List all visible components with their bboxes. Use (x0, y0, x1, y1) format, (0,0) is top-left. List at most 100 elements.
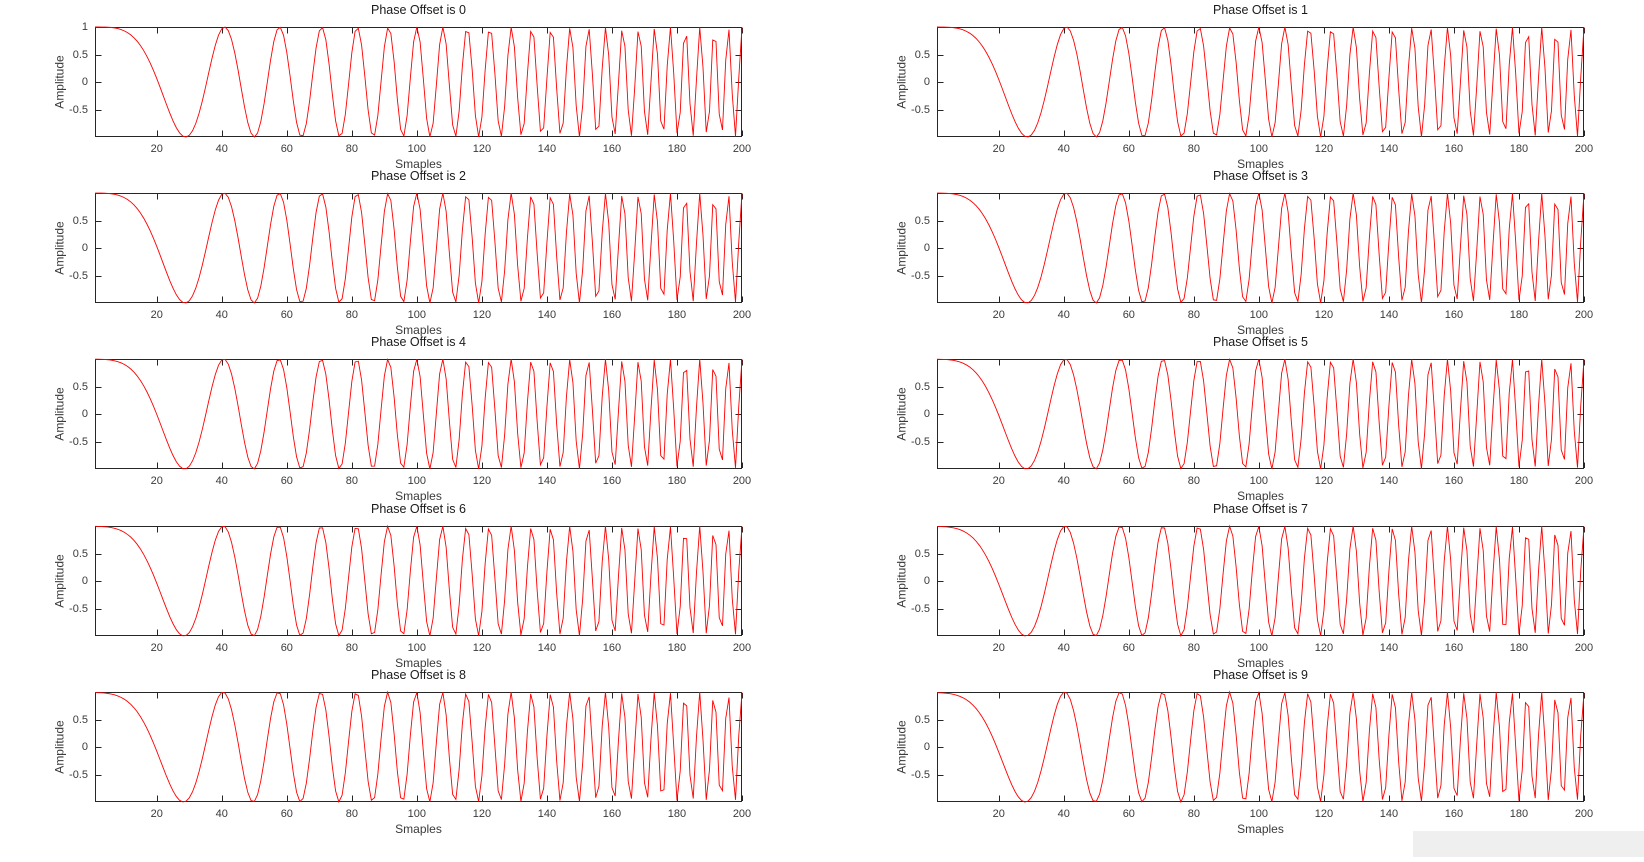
signal-line (94, 357, 743, 470)
y-tick-label: -0.5 (69, 103, 88, 116)
y-tick-label: 0 (923, 408, 930, 420)
x-tick-label: 60 (1122, 808, 1135, 820)
signal-line (94, 690, 743, 804)
y-tick-label: 0.5 (72, 380, 88, 393)
x-tick-label: 100 (1249, 808, 1269, 820)
subplot-title: Phase Offset is 8 (371, 668, 466, 682)
x-tick-label: 160 (1444, 309, 1464, 321)
y-tick-label: 0 (923, 242, 930, 254)
signal-line (94, 524, 743, 637)
subplot-title: Phase Offset is 4 (371, 335, 466, 349)
x-tick-label: 60 (280, 808, 293, 820)
x-tick-label: 140 (537, 143, 557, 155)
x-tick-label: 20 (992, 309, 1005, 321)
x-tick-label: 100 (407, 642, 427, 654)
y-tick-label: -0.5 (69, 269, 88, 282)
x-tick-label: 20 (992, 808, 1005, 820)
axis-frame (95, 27, 742, 137)
x-axis-label: Smaples (1237, 656, 1284, 670)
x-tick-label: 120 (472, 475, 492, 487)
x-tick-label: 40 (215, 475, 228, 487)
y-tick-label: 1 (81, 21, 88, 33)
axis-frame (95, 692, 742, 802)
x-tick-label: 180 (667, 642, 687, 654)
x-tick-label: 120 (1314, 309, 1334, 321)
x-tick-label: 40 (1057, 309, 1070, 321)
x-tick-label: 100 (1249, 309, 1269, 321)
x-axis-label: Smaples (395, 822, 442, 836)
x-tick-label: 140 (1379, 808, 1399, 820)
x-tick-label: 40 (1057, 642, 1070, 654)
subplot-title: Phase Offset is 2 (371, 169, 466, 183)
axis-frame (95, 526, 742, 636)
x-tick-label: 180 (1509, 808, 1529, 820)
x-axis-label: Smaples (395, 656, 442, 670)
subplot-phase-offset-8: Phase Offset is 8 Amplitude Smaples 0.5 0 -0.… (53, 668, 751, 836)
signal-line (936, 26, 1585, 138)
axis-frame (937, 193, 1584, 303)
x-tick-label: 80 (1187, 309, 1200, 321)
x-tick-label: 60 (280, 642, 293, 654)
x-tick-label: 60 (280, 143, 293, 155)
subplot-phase-offset-7: Phase Offset is 7 Amplitude Smaples 0.5 0 -0.… (895, 502, 1593, 670)
x-tick-label: 40 (1057, 475, 1070, 487)
subplot-title: Phase Offset is 1 (1213, 3, 1308, 17)
subplot-title: Phase Offset is 0 (371, 3, 466, 17)
x-tick-label: 20 (150, 143, 163, 155)
x-tick-label: 120 (472, 642, 492, 654)
y-tick-label: 0 (81, 242, 88, 254)
x-tick-label: 160 (1444, 808, 1464, 820)
plot-area (936, 524, 1585, 637)
plot-area (936, 357, 1585, 470)
x-tick-label: 20 (150, 475, 163, 487)
x-tick-label: 20 (150, 309, 163, 321)
plot-area (94, 690, 743, 804)
x-tick-label: 160 (1444, 143, 1464, 155)
x-axis-label: Smaples (1237, 822, 1284, 836)
axis-frame (95, 359, 742, 469)
x-tick-label: 20 (150, 808, 163, 820)
x-tick-label: 160 (602, 475, 622, 487)
axis-frame (95, 193, 742, 303)
y-tick-label: 0.5 (72, 547, 88, 560)
x-tick-label: 200 (1574, 475, 1594, 487)
plot-area (936, 192, 1585, 304)
x-axis-label: Smaples (395, 157, 442, 171)
x-tick-label: 60 (280, 309, 293, 321)
x-tick-label: 20 (992, 475, 1005, 487)
x-tick-label: 200 (732, 808, 752, 820)
axis-frame (937, 692, 1584, 802)
plot-area (936, 26, 1585, 138)
y-tick-label: 0.5 (914, 214, 930, 227)
x-tick-label: 160 (602, 642, 622, 654)
x-tick-label: 20 (992, 642, 1005, 654)
y-tick-label: -0.5 (911, 103, 930, 116)
plot-area (936, 690, 1585, 804)
x-tick-label: 120 (472, 143, 492, 155)
x-tick-label: 20 (992, 143, 1005, 155)
x-tick-label: 160 (602, 309, 622, 321)
y-tick-label: -0.5 (911, 768, 930, 781)
subplot-phase-offset-6: Phase Offset is 6 Amplitude Smaples 0.5 0 -0.… (53, 502, 751, 670)
x-tick-label: 180 (667, 475, 687, 487)
subplot-phase-offset-4: Phase Offset is 4 Amplitude Smaples 0.5 0 -0.… (53, 335, 751, 503)
y-tick-label: -0.5 (911, 435, 930, 448)
y-tick-label: 0 (923, 741, 930, 753)
x-tick-label: 60 (1122, 143, 1135, 155)
subplot-phase-offset-0: Phase Offset is 0 Amplitude Smaples 1 0.5 0 -0… (53, 3, 751, 171)
x-tick-label: 180 (667, 309, 687, 321)
x-tick-label: 40 (1057, 808, 1070, 820)
y-tick-label: 0 (923, 76, 930, 88)
signal-line (936, 357, 1585, 470)
x-tick-label: 40 (1057, 143, 1070, 155)
x-axis-label: Smaples (395, 489, 442, 503)
x-tick-label: 40 (215, 808, 228, 820)
subplot-title: Phase Offset is 5 (1213, 335, 1308, 349)
x-tick-label: 180 (1509, 475, 1529, 487)
x-tick-label: 200 (732, 475, 752, 487)
x-tick-label: 100 (407, 143, 427, 155)
x-tick-label: 80 (1187, 642, 1200, 654)
y-tick-label: 0 (81, 408, 88, 420)
y-tick-label: -0.5 (911, 602, 930, 615)
